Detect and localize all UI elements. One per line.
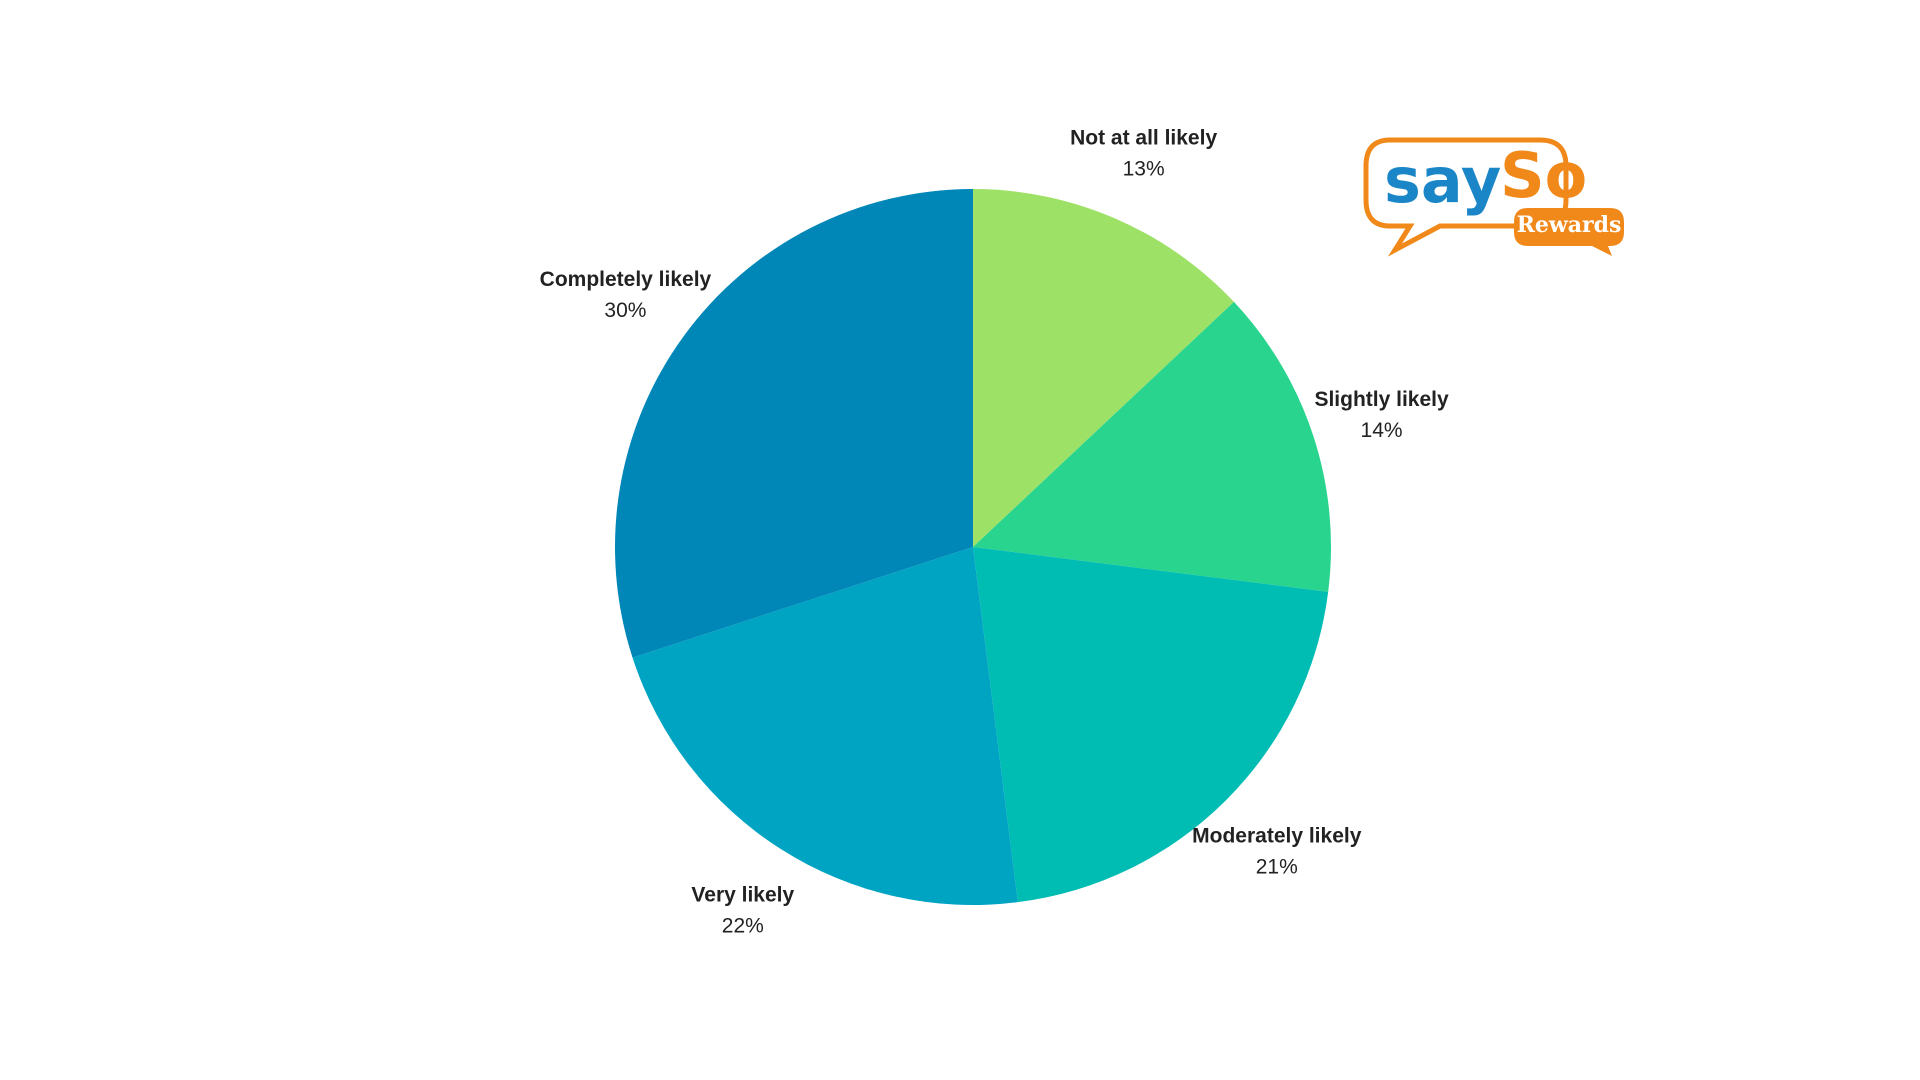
logo-badge [1514, 208, 1624, 256]
slice-value: 30% [604, 299, 646, 322]
slice-value: 22% [722, 914, 764, 937]
logo: say So Rewards [1363, 137, 1624, 257]
slice-label: Not at all likely [1070, 126, 1217, 149]
pie-slice [973, 189, 1234, 547]
slice-value: 21% [1256, 855, 1298, 878]
logo-text-1: say [1384, 144, 1501, 217]
pie-slice [973, 301, 1331, 592]
pie-slice [632, 547, 1018, 905]
slice-label: Slightly likely [1314, 388, 1449, 411]
slice-value: 14% [1361, 419, 1403, 442]
pie-slice [615, 189, 973, 658]
logo-badge-text: Rewards [1517, 212, 1622, 238]
slice-label: Moderately likely [1192, 824, 1362, 847]
pie-slice [973, 547, 1329, 903]
slice-label: Completely likely [540, 268, 712, 291]
logo-text-2: So [1500, 139, 1587, 212]
slice-value: 13% [1123, 157, 1165, 180]
slice-label: Very likely [691, 883, 794, 906]
